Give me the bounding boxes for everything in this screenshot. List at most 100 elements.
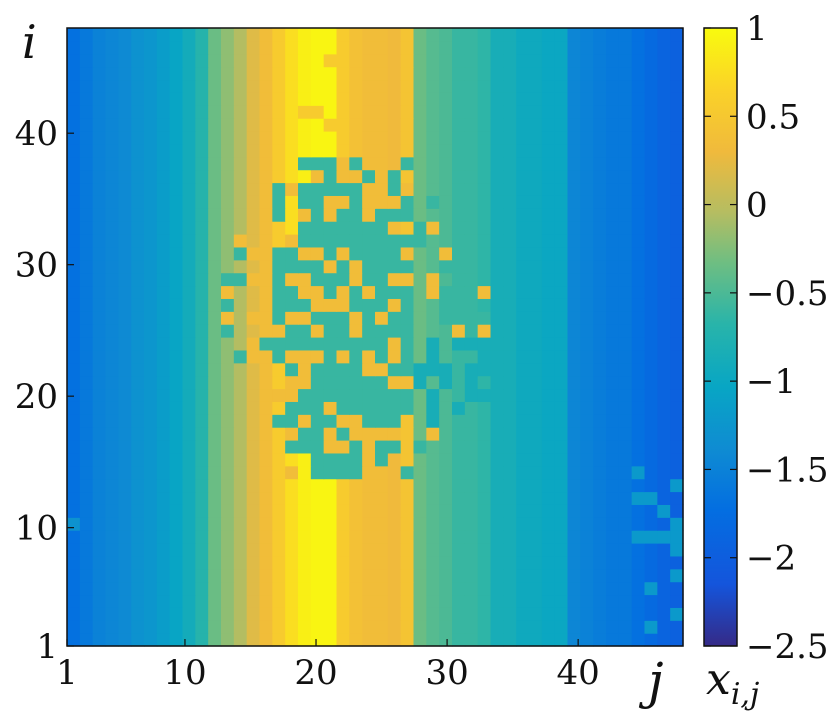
- heatmap-cell: [272, 440, 286, 454]
- heatmap-cell: [208, 491, 222, 505]
- heatmap-cell: [477, 156, 492, 171]
- heatmap-cell: [233, 40, 248, 55]
- heatmap-cell: [169, 633, 184, 647]
- heatmap-cell: [400, 388, 415, 402]
- heatmap-cell: [221, 40, 235, 55]
- heatmap-cell: [657, 440, 671, 454]
- heatmap-cell: [644, 324, 658, 338]
- heatmap-cell: [375, 66, 389, 81]
- heatmap-cell: [92, 620, 107, 634]
- heatmap-cell: [618, 208, 633, 222]
- heatmap-cell: [169, 298, 184, 312]
- heatmap-cell: [349, 633, 363, 647]
- heatmap-cell: [593, 169, 607, 184]
- heatmap-cell: [631, 28, 646, 42]
- heatmap-cell: [298, 53, 312, 68]
- heatmap-cell: [118, 607, 132, 621]
- heatmap-cell: [618, 349, 633, 364]
- heatmap-cell: [79, 131, 94, 145]
- heatmap-cell: [413, 311, 427, 325]
- heatmap-cell: [323, 504, 338, 518]
- heatmap-cell: [644, 66, 658, 81]
- heatmap-cell: [618, 568, 633, 583]
- heatmap-cell: [285, 246, 299, 261]
- heatmap-cell: [92, 388, 107, 402]
- heatmap-cell: [336, 131, 350, 145]
- heatmap-cell: [195, 555, 209, 570]
- heatmap-cell: [221, 478, 235, 493]
- heatmap-cell: [272, 169, 286, 184]
- heatmap-cell: [182, 234, 196, 248]
- heatmap-cell: [182, 169, 196, 184]
- heatmap-cell: [144, 349, 158, 364]
- heatmap-cell: [246, 234, 261, 248]
- heatmap-cell: [195, 40, 209, 55]
- heatmap-cell: [118, 118, 132, 132]
- heatmap-cell: [349, 234, 363, 248]
- heatmap-cell: [618, 311, 633, 325]
- heatmap-cell: [400, 478, 415, 493]
- heatmap-cell: [606, 208, 620, 222]
- heatmap-cell: [144, 465, 158, 480]
- heatmap-cell: [490, 633, 504, 647]
- heatmap-cell: [182, 259, 196, 274]
- heatmap-cell: [233, 66, 248, 81]
- heatmap-cell: [156, 581, 171, 596]
- heatmap-cell: [118, 105, 132, 119]
- heatmap-cell: [490, 79, 504, 93]
- heatmap-cell: [195, 272, 209, 287]
- heatmap-cell: [554, 633, 569, 647]
- heatmap-cell: [516, 568, 530, 583]
- heatmap-cell: [118, 349, 132, 364]
- heatmap-cell: [593, 105, 607, 119]
- heatmap-cell: [208, 259, 222, 274]
- heatmap-cell: [400, 581, 415, 596]
- heatmap-cell: [221, 169, 235, 184]
- heatmap-cell: [233, 28, 248, 42]
- heatmap-cell: [298, 568, 312, 583]
- heatmap-cell: [208, 452, 222, 467]
- heatmap-cell: [362, 337, 376, 351]
- heatmap-cell: [118, 440, 132, 454]
- heatmap-cell: [182, 465, 196, 480]
- heatmap-cell: [323, 465, 338, 480]
- heatmap-cell: [516, 259, 530, 274]
- heatmap-cell: [606, 375, 620, 390]
- heatmap-cell: [554, 40, 569, 55]
- heatmap-cell: [452, 79, 466, 93]
- heatmap-cell: [503, 169, 517, 184]
- heatmap-cell: [567, 311, 581, 325]
- heatmap-cell: [259, 491, 273, 505]
- heatmap-cell: [593, 517, 607, 531]
- heatmap-cell: [580, 633, 594, 647]
- heatmap-cell: [554, 375, 569, 390]
- heatmap-cell: [670, 285, 684, 299]
- heatmap-cell: [426, 555, 440, 570]
- heatmap-cell: [618, 195, 633, 209]
- heatmap-cell: [310, 337, 325, 351]
- heatmap-cell: [554, 143, 569, 158]
- heatmap-cell: [131, 79, 145, 93]
- heatmap-cell: [426, 221, 440, 235]
- heatmap-cell: [362, 208, 376, 222]
- heatmap-cell: [477, 40, 492, 55]
- heatmap-cell: [182, 118, 196, 132]
- heatmap-cell: [118, 388, 132, 402]
- heatmap-cell: [208, 620, 222, 634]
- heatmap-cell: [362, 105, 376, 119]
- heatmap-cell: [375, 633, 389, 647]
- heatmap-cell: [362, 414, 376, 428]
- heatmap-cell: [503, 221, 517, 235]
- heatmap-cell: [503, 607, 517, 621]
- heatmap-cell: [477, 272, 492, 287]
- heatmap-cell: [259, 169, 273, 184]
- heatmap-cell: [298, 169, 312, 184]
- heatmap-cell: [208, 504, 222, 518]
- heatmap-cell: [490, 427, 504, 441]
- heatmap-cell: [233, 259, 248, 274]
- heatmap-cell: [156, 530, 171, 544]
- heatmap-cell: [631, 221, 646, 235]
- heatmap-cell: [169, 40, 184, 55]
- heatmap-cell: [259, 272, 273, 287]
- heatmap-cell: [195, 285, 209, 299]
